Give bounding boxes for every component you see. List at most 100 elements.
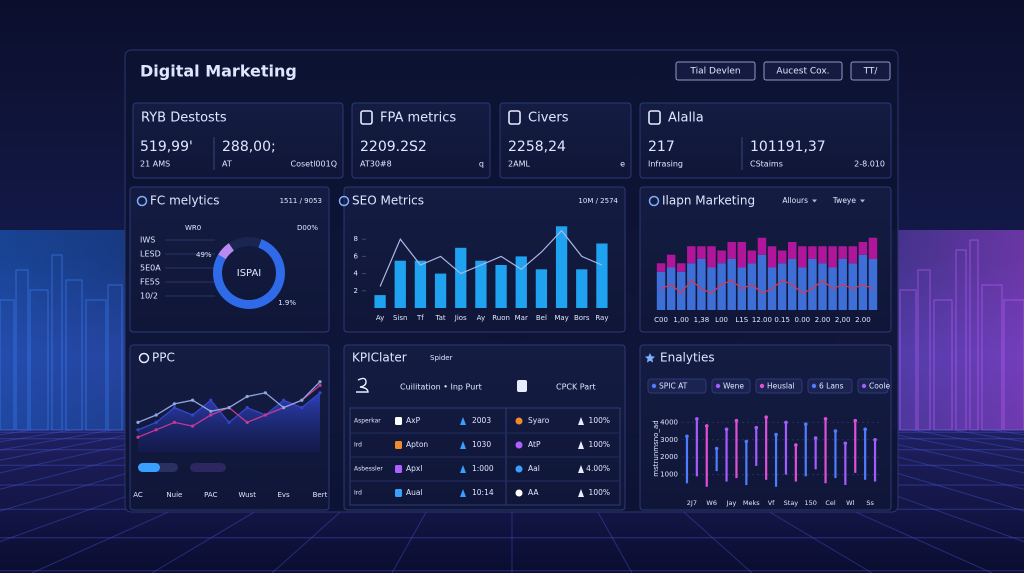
x-tick-label: 12.00 [752, 316, 772, 324]
point [300, 406, 304, 410]
row-label: Asbessler [354, 466, 383, 473]
bar [656, 263, 666, 272]
point [172, 420, 176, 424]
card-title: RYB Destosts [141, 111, 227, 126]
point [172, 406, 176, 410]
x-tick-label: Tf [416, 314, 424, 322]
x-tick-label: 150 [804, 499, 816, 507]
bar [555, 226, 568, 308]
x-tick-label: Wl [846, 499, 854, 507]
point [154, 428, 158, 432]
heading-icon [356, 377, 369, 393]
x-tick-label: Jay [726, 499, 737, 507]
chip-label: SPIC AT [659, 382, 688, 391]
annotation: 1.9% [278, 299, 296, 307]
x-tick-label: Stay [784, 499, 799, 507]
x-tick-label: W6 [706, 499, 717, 507]
bar [727, 242, 736, 259]
point [300, 398, 304, 402]
row-value: 100% [589, 488, 610, 497]
point [209, 398, 213, 402]
panel [499, 102, 632, 179]
chart-title: SEO Metrics [352, 194, 424, 208]
range-cap [695, 417, 699, 421]
bar [777, 250, 787, 264]
panel-tag: Spider [430, 354, 453, 362]
x-tick-label: 2.00 [855, 316, 871, 324]
row-icon [395, 417, 402, 425]
y-tick-label: 4000 [660, 418, 678, 426]
chart-subtitle: 1511 / 9053 [280, 197, 322, 205]
range-cap [794, 443, 798, 447]
bar [414, 260, 427, 308]
line [660, 279, 874, 294]
row-value: 10:14 [472, 488, 494, 497]
line [379, 229, 603, 287]
panel-title: KPIClater [352, 351, 407, 365]
filter-chip[interactable] [647, 378, 707, 394]
filter-chip[interactable] [755, 378, 803, 394]
building [981, 284, 1003, 431]
card-value: 2258,24 [508, 139, 566, 155]
point [227, 420, 231, 424]
filter-chip[interactable] [807, 378, 853, 394]
card-icon [648, 110, 661, 125]
range-cap [714, 446, 719, 451]
dropdown-caret[interactable] [812, 199, 817, 203]
dropdown-caret[interactable] [860, 199, 865, 203]
side-label: 10/2 [140, 292, 158, 301]
table-heading: Cuilitation • Inp Purt [400, 383, 482, 392]
point [263, 391, 267, 395]
bar [697, 246, 706, 259]
bar [767, 246, 777, 268]
point [318, 391, 322, 395]
bar [848, 246, 858, 264]
button-label: Tial Devlen [689, 67, 740, 77]
floor-line [0, 429, 193, 474]
filter-chip[interactable] [711, 378, 751, 394]
bar [495, 265, 507, 308]
card-value: 519,99' [140, 139, 193, 155]
chip-icon [651, 383, 657, 389]
floor-line [871, 429, 1024, 461]
row-value: 1:000 [472, 464, 494, 473]
chip-icon [811, 383, 817, 389]
point [245, 394, 249, 399]
chip-icon [759, 383, 765, 389]
content: Tial Devlen Aucest Cox. TT/RYB Destosts 519… [129, 61, 892, 511]
filter-chip[interactable] [857, 378, 889, 394]
bar [868, 237, 878, 259]
x-tick-label: Sisn [393, 314, 407, 322]
header-button[interactable] [763, 61, 843, 81]
x-tick-label: Bert [313, 491, 328, 499]
x-tick-label: AC [133, 491, 143, 499]
panel [639, 102, 892, 179]
header-button[interactable] [850, 61, 891, 81]
x-tick-label: Ay [477, 314, 485, 322]
point [191, 424, 195, 428]
bar [727, 259, 736, 310]
row-icon [515, 489, 523, 497]
header-button[interactable] [675, 61, 756, 81]
card-title: Civers [528, 111, 569, 126]
range-cap [774, 432, 778, 437]
range-cap [764, 415, 768, 419]
side-label: 5E0A [140, 264, 161, 273]
panel [132, 102, 344, 179]
bar [697, 259, 706, 310]
range-cap [873, 438, 877, 442]
slider-thumb[interactable] [138, 463, 160, 472]
chart-title: Enalyties [660, 351, 715, 365]
floor-line [831, 429, 1024, 474]
x-tick-label: Jios [454, 314, 467, 322]
row-icon [395, 489, 402, 497]
row-name: Apton [406, 440, 428, 449]
x-tick-label: Meks [743, 499, 760, 507]
annotation: WR0 [185, 224, 201, 232]
card-label: 21 AMS [140, 160, 170, 169]
bar [596, 243, 608, 308]
bar [666, 254, 676, 268]
dropdown-label: Tweye [832, 196, 857, 205]
y-tick-label: 2 [354, 287, 358, 295]
bar [394, 260, 406, 308]
